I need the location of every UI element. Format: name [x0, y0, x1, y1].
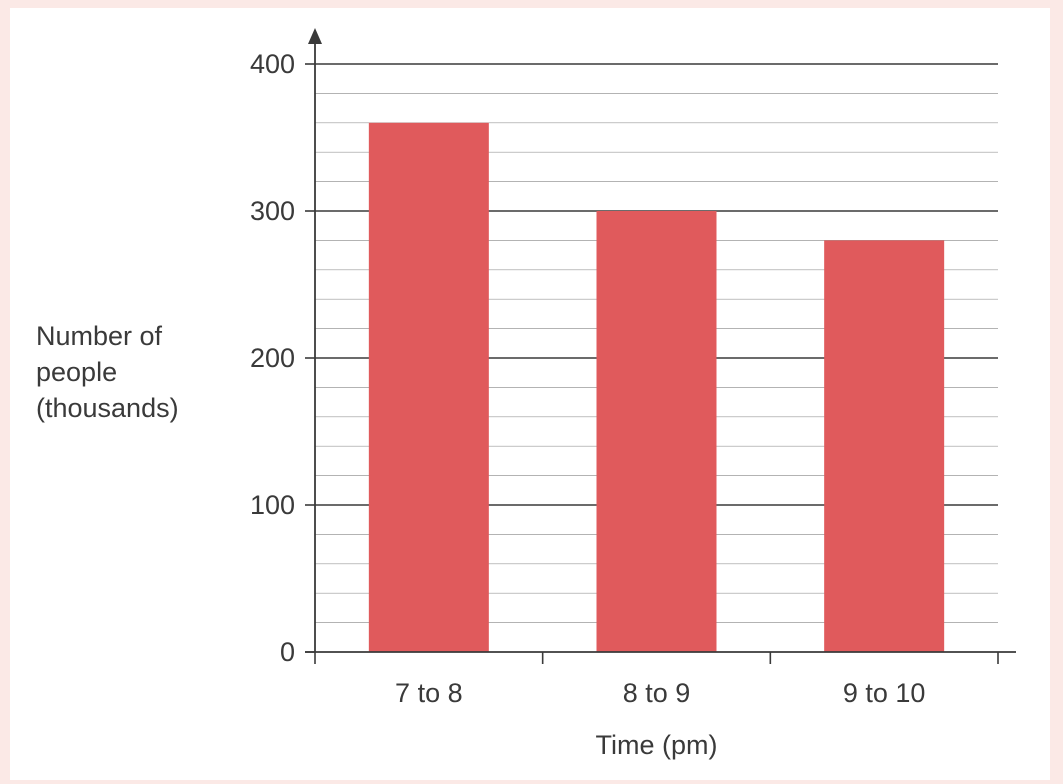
bar-3 — [824, 240, 945, 652]
bar-1 — [368, 122, 489, 653]
y-tick-label: 0 — [280, 637, 295, 667]
y-axis-arrow-icon — [308, 28, 322, 44]
x-tick-labels: 7 to 8 8 to 9 9 to 10 — [314, 652, 999, 708]
y-axis-label: Number of people (thousands) — [36, 321, 179, 423]
x-tick-label: 7 to 8 — [395, 678, 463, 708]
y-tick-label: 100 — [250, 490, 295, 520]
x-tick-label: 9 to 10 — [843, 678, 926, 708]
x-axis-label: Time (pm) — [596, 730, 718, 760]
y-tick-labels: 0 100 200 300 400 — [250, 49, 315, 667]
x-tick-label: 8 to 9 — [623, 678, 691, 708]
y-tick-label: 300 — [250, 196, 295, 226]
bars — [368, 122, 945, 653]
axes — [305, 28, 1016, 653]
y-tick-label: 400 — [250, 49, 295, 79]
y-tick-label: 200 — [250, 343, 295, 373]
bar-2 — [596, 211, 717, 652]
